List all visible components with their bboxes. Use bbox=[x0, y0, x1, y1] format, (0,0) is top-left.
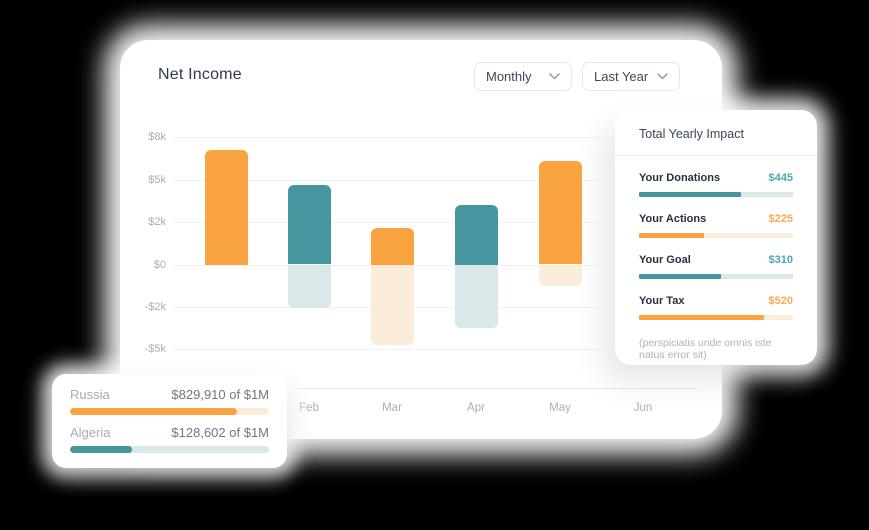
country-name: Russia bbox=[70, 387, 110, 402]
progress-bar bbox=[70, 446, 269, 453]
impact-footnote: (perspiciatis unde omnis iste natus erro… bbox=[639, 337, 772, 361]
progress-bar bbox=[70, 408, 269, 415]
divider bbox=[615, 155, 817, 156]
chart-bar-negative-feb[interactable] bbox=[287, 264, 331, 309]
period-dropdown-value: Monthly bbox=[486, 69, 532, 84]
impact-item-label: Your Tax bbox=[639, 295, 685, 307]
chart-bar-negative-apr[interactable] bbox=[454, 264, 498, 328]
x-axis-label-mar: Mar bbox=[382, 402, 402, 414]
x-axis-line bbox=[172, 388, 698, 389]
net-income-chart: $8k$5k$2k$0-$2k-$5kJanFebMarAprMayJun bbox=[120, 40, 722, 439]
country-value: $128,602 of $1M bbox=[171, 425, 269, 440]
y-axis-label: $2k bbox=[148, 216, 166, 228]
chevron-down-icon bbox=[657, 73, 668, 80]
chart-bar-positive-apr[interactable] bbox=[454, 205, 498, 265]
x-axis-label-apr: Apr bbox=[467, 402, 485, 414]
impact-item-tax: Your Tax $520 bbox=[639, 295, 793, 320]
chart-bar-positive-mar[interactable] bbox=[370, 228, 414, 265]
impact-item-actions: Your Actions $225 bbox=[639, 213, 793, 238]
y-axis-label: $0 bbox=[153, 258, 166, 271]
chevron-down-icon bbox=[549, 73, 560, 80]
grid-line bbox=[172, 179, 698, 181]
chart-bar-positive-may[interactable] bbox=[538, 161, 582, 265]
grid-line bbox=[172, 222, 698, 223]
impact-item-value: $225 bbox=[768, 213, 793, 225]
progress-bar bbox=[639, 315, 793, 320]
grid-line bbox=[172, 349, 698, 350]
y-axis-label: -$2k bbox=[144, 301, 166, 313]
chart-bar-positive-jan[interactable] bbox=[204, 149, 248, 265]
x-axis-label-may: May bbox=[549, 402, 571, 414]
chart-bar-positive-feb[interactable] bbox=[287, 185, 331, 265]
impact-item-donations: Your Donations $445 bbox=[639, 172, 793, 197]
chart-bar-negative-may[interactable] bbox=[538, 264, 582, 286]
page-title: Net Income bbox=[158, 66, 242, 83]
chart-bar-negative-mar[interactable] bbox=[370, 264, 414, 345]
progress-bar bbox=[639, 233, 793, 238]
range-dropdown-value: Last Year bbox=[594, 69, 649, 84]
progress-bar bbox=[639, 274, 793, 279]
country-row-russia: Russia $829,910 of $1M bbox=[70, 387, 269, 415]
country-row-algeria: Algeria $128,602 of $1M bbox=[70, 425, 269, 453]
grid-line bbox=[172, 264, 698, 266]
y-axis-label: -$5k bbox=[144, 343, 166, 355]
countries-progress-card: Russia $829,910 of $1M Algeria $128,602 … bbox=[52, 374, 287, 468]
impact-item-label: Your Actions bbox=[639, 213, 707, 225]
x-axis-label-feb: Feb bbox=[299, 402, 319, 414]
country-value: $829,910 of $1M bbox=[171, 387, 269, 402]
range-dropdown[interactable]: Last Year bbox=[582, 62, 680, 91]
period-dropdown[interactable]: Monthly bbox=[474, 62, 572, 91]
total-yearly-impact-card: Total Yearly Impact Your Donations $445 … bbox=[615, 110, 817, 365]
y-axis-label: $5k bbox=[148, 173, 166, 186]
impact-item-label: Your Goal bbox=[639, 254, 691, 266]
impact-panel-title: Total Yearly Impact bbox=[639, 127, 744, 141]
impact-item-value: $520 bbox=[768, 295, 793, 307]
impact-item-goal: Your Goal $310 bbox=[639, 254, 793, 279]
grid-line bbox=[172, 307, 698, 308]
impact-item-value: $310 bbox=[768, 254, 793, 266]
country-name: Algeria bbox=[70, 425, 111, 440]
progress-bar bbox=[639, 192, 793, 197]
impact-item-label: Your Donations bbox=[639, 172, 721, 184]
y-axis-label: $8k bbox=[148, 131, 166, 143]
grid-line bbox=[172, 137, 698, 138]
x-axis-label-jun: Jun bbox=[633, 402, 653, 414]
impact-item-value: $445 bbox=[768, 172, 793, 184]
